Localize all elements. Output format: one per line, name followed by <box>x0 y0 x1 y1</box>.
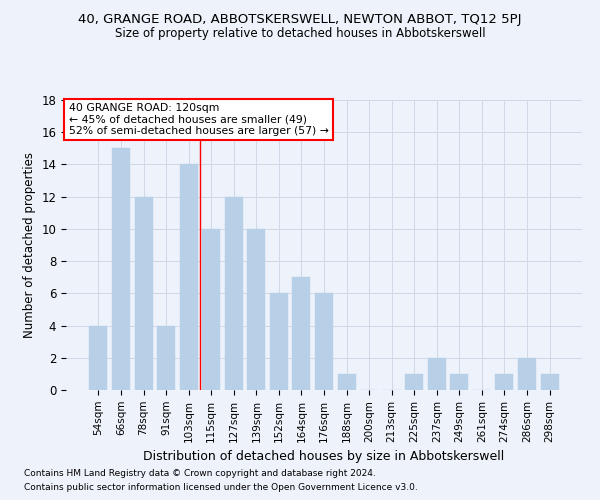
Bar <box>292 277 310 390</box>
Bar <box>202 229 220 390</box>
X-axis label: Distribution of detached houses by size in Abbotskerswell: Distribution of detached houses by size … <box>143 450 505 463</box>
Bar <box>179 164 198 390</box>
Bar <box>134 196 152 390</box>
Bar <box>405 374 423 390</box>
Bar <box>225 196 243 390</box>
Bar <box>428 358 446 390</box>
Bar <box>496 374 514 390</box>
Bar <box>338 374 356 390</box>
Text: Contains public sector information licensed under the Open Government Licence v3: Contains public sector information licen… <box>24 484 418 492</box>
Bar <box>89 326 107 390</box>
Y-axis label: Number of detached properties: Number of detached properties <box>23 152 36 338</box>
Bar <box>247 229 265 390</box>
Bar <box>157 326 175 390</box>
Text: Contains HM Land Registry data © Crown copyright and database right 2024.: Contains HM Land Registry data © Crown c… <box>24 468 376 477</box>
Bar <box>315 294 333 390</box>
Bar <box>112 148 130 390</box>
Bar <box>270 294 288 390</box>
Bar <box>518 358 536 390</box>
Text: 40 GRANGE ROAD: 120sqm
← 45% of detached houses are smaller (49)
52% of semi-det: 40 GRANGE ROAD: 120sqm ← 45% of detached… <box>68 103 328 136</box>
Bar <box>450 374 469 390</box>
Text: 40, GRANGE ROAD, ABBOTSKERSWELL, NEWTON ABBOT, TQ12 5PJ: 40, GRANGE ROAD, ABBOTSKERSWELL, NEWTON … <box>78 12 522 26</box>
Bar <box>541 374 559 390</box>
Text: Size of property relative to detached houses in Abbotskerswell: Size of property relative to detached ho… <box>115 28 485 40</box>
